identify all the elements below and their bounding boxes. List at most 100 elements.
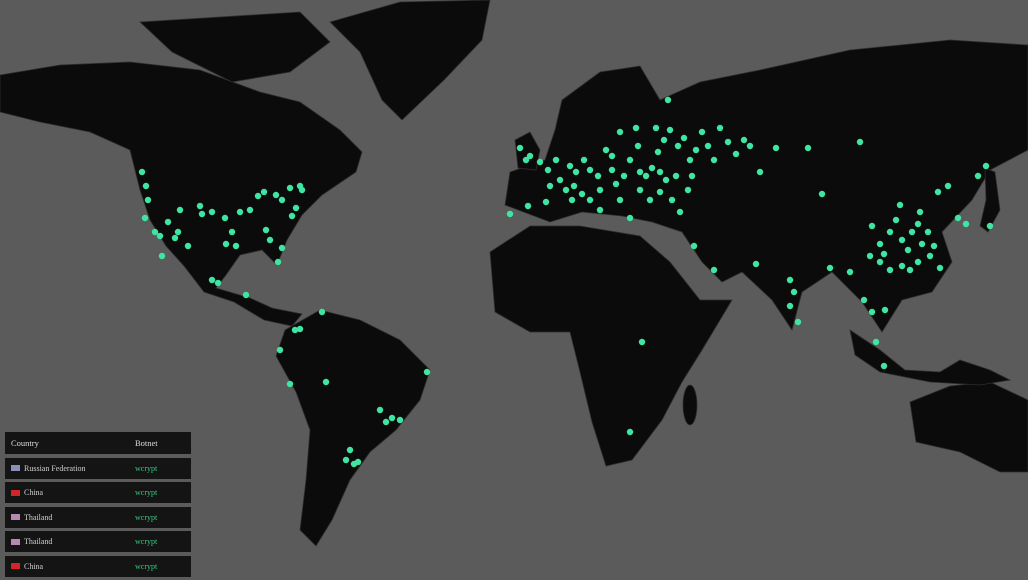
infection-marker — [646, 196, 654, 204]
infection-marker — [826, 264, 834, 272]
infection-marker — [158, 252, 166, 260]
infection-marker — [266, 236, 274, 244]
infection-marker — [872, 338, 880, 346]
infection-marker — [898, 236, 906, 244]
infection-marker — [292, 204, 300, 212]
infection-marker — [904, 246, 912, 254]
infection-marker — [552, 156, 560, 164]
infection-marker — [886, 228, 894, 236]
infection-marker — [570, 182, 578, 190]
country-name: China — [24, 561, 44, 571]
infection-marker — [886, 266, 894, 274]
infection-marker — [916, 208, 924, 216]
infection-marker — [926, 252, 934, 260]
infection-marker — [756, 168, 764, 176]
infection-marker — [638, 338, 646, 346]
infection-marker — [566, 162, 574, 170]
infection-marker — [286, 184, 294, 192]
infection-marker — [936, 264, 944, 272]
infection-marker — [242, 291, 250, 299]
infection-marker — [914, 258, 922, 266]
infection-marker — [142, 182, 150, 190]
land-north-america — [0, 61, 363, 327]
infection-marker — [986, 222, 994, 230]
infection-marker — [262, 226, 270, 234]
infection-marker — [686, 156, 694, 164]
infection-marker — [944, 182, 952, 190]
infection-marker — [222, 240, 230, 248]
infection-marker — [692, 146, 700, 154]
infection-marker — [856, 138, 864, 146]
infection-marker — [880, 250, 888, 258]
country-name: Thailand — [24, 537, 53, 546]
infection-marker — [228, 228, 236, 236]
infection-marker — [382, 418, 390, 426]
infection-marker — [346, 446, 354, 454]
botnet-name: wcrypt — [135, 463, 158, 473]
infection-marker — [868, 222, 876, 230]
infection-marker — [636, 186, 644, 194]
infection-marker — [396, 416, 404, 424]
infection-marker — [674, 142, 682, 150]
infection-marker — [246, 206, 254, 214]
infection-marker — [684, 186, 692, 194]
infection-marker — [288, 212, 296, 220]
table-row[interactable]: China wcrypt — [5, 555, 191, 577]
infection-marker — [786, 302, 794, 310]
infection-marker — [298, 186, 306, 194]
infection-marker — [680, 134, 688, 142]
infection-marker — [291, 326, 299, 334]
infection-marker — [642, 172, 650, 180]
infection-marker — [214, 279, 222, 287]
infection-marker — [906, 266, 914, 274]
infection-marker — [232, 242, 240, 250]
infection-marker — [616, 128, 624, 136]
infection-marker — [423, 368, 431, 376]
infection-marker — [880, 362, 888, 370]
botnet-name: wcrypt — [135, 537, 158, 546]
infection-marker — [562, 186, 570, 194]
infection-marker — [790, 288, 798, 296]
table-row[interactable]: Thailand wcrypt — [5, 531, 191, 552]
infection-marker — [688, 172, 696, 180]
infection-marker — [648, 164, 656, 172]
table-row[interactable]: Thailand wcrypt — [5, 506, 191, 528]
infection-marker — [934, 188, 942, 196]
country-name: Thailand — [24, 512, 53, 522]
infection-marker — [626, 156, 634, 164]
infection-marker — [141, 214, 149, 222]
infection-marker — [388, 414, 396, 422]
flag-icon — [11, 538, 20, 545]
flag-icon — [11, 489, 20, 496]
infection-marker — [656, 188, 664, 196]
infection-marker — [260, 188, 268, 196]
table-row[interactable]: Russian Federation wcrypt — [5, 457, 191, 479]
infection-marker — [586, 196, 594, 204]
infection-marker — [881, 306, 889, 314]
infection-marker — [772, 144, 780, 152]
infection-marker — [664, 96, 672, 104]
table-row[interactable]: China wcrypt — [5, 482, 191, 503]
infection-marker — [892, 216, 900, 224]
infection-marker — [634, 142, 642, 150]
infection-markers — [138, 96, 994, 468]
infection-table: Country Botnet Russian Federation wcrypt C… — [5, 432, 191, 580]
infection-marker — [846, 268, 854, 276]
land-masses — [0, 0, 1028, 547]
infection-marker — [254, 192, 262, 200]
infection-marker — [176, 206, 184, 214]
infection-marker — [626, 214, 634, 222]
infection-marker — [620, 172, 628, 180]
infection-marker — [662, 176, 670, 184]
infection-marker — [716, 124, 724, 132]
flag-icon — [11, 514, 20, 520]
infection-marker — [918, 240, 926, 248]
infection-marker — [654, 148, 662, 156]
infection-marker — [354, 458, 362, 466]
infection-marker — [208, 276, 216, 284]
botnet-name: wcrypt — [135, 488, 158, 497]
infection-marker — [860, 296, 868, 304]
infection-marker — [138, 168, 146, 176]
infection-marker — [274, 258, 282, 266]
